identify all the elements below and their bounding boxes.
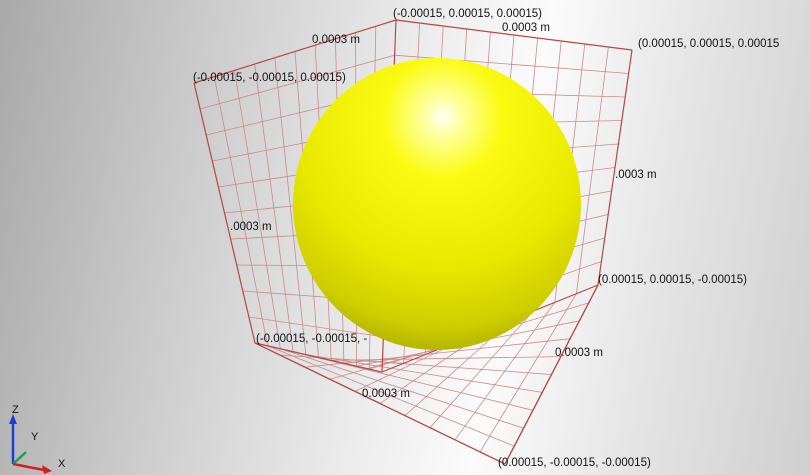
floor-gridline — [331, 356, 561, 361]
dimension-label-top-right: 0.0003 m — [502, 22, 550, 34]
corner-label-bottom-right: (0.00015, -0.00015, -0.00015) — [498, 457, 651, 469]
dimension-label-left-wall: .0003 m — [230, 221, 272, 233]
floor-gridline — [429, 310, 534, 428]
frame-edge-front — [254, 342, 506, 465]
frame-edge — [597, 49, 633, 286]
axis-z-label: Z — [12, 404, 19, 416]
dimension-label-floor-right: 0.0003 m — [555, 347, 603, 359]
corner-label-top-back: (-0.00015, 0.00015, 0.00015) — [393, 8, 542, 20]
floor-gridline — [479, 293, 577, 453]
bounding-box-front-edges — [254, 284, 599, 465]
axis-triad: Z Y X — [0, 400, 80, 475]
right-wall-gridline — [576, 46, 609, 294]
axis-y-label: Y — [31, 431, 39, 443]
frame-edge — [254, 342, 383, 373]
left-wall-gridline — [248, 316, 384, 338]
corner-label-bottom-left: (-0.00015, -0.00015, - — [256, 333, 368, 345]
corner-label-top-left: (-0.00015, -0.00015, 0.00015) — [193, 72, 346, 84]
dimension-label-floor-front: 0.0003 m — [362, 388, 410, 400]
frame-edge — [193, 82, 256, 344]
dimension-label-top-left: 0.0003 m — [312, 34, 360, 46]
axis-triad-icon — [9, 414, 52, 474]
frame-edge — [193, 19, 397, 84]
dimension-label-right-wall: .0003 m — [615, 169, 657, 181]
floor-gridline — [454, 302, 556, 441]
corner-label-top-right: (0.00015, 0.00015, 0.00015 — [638, 38, 780, 50]
frame-edge-front — [504, 284, 599, 465]
axis-x-label: X — [58, 458, 66, 470]
corner-label-mid-right: (0.00015, 0.00015, -0.00015) — [598, 274, 747, 286]
floor-gridline — [343, 338, 571, 364]
frame-edge — [395, 19, 633, 51]
sphere-body[interactable] — [293, 58, 581, 350]
